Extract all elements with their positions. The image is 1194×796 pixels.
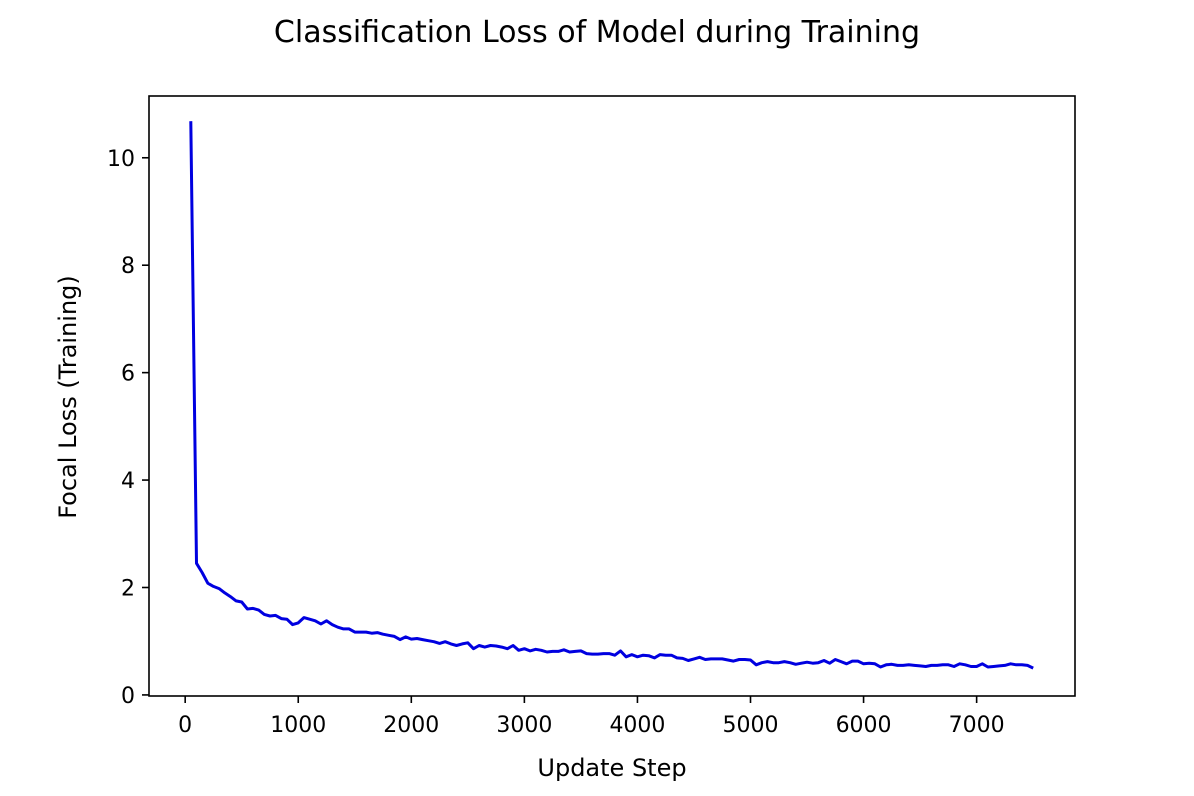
y-tick-label: 2 — [121, 576, 135, 601]
x-tick-label: 6000 — [836, 713, 892, 738]
x-tick-label: 2000 — [383, 713, 439, 738]
series-line-0 — [189, 121, 1034, 670]
x-axis: 0 1000 2000 3000 4000 5000 6000 7000 — [178, 696, 1005, 738]
y-tick-label: 0 — [121, 684, 135, 709]
x-tick-label: 0 — [178, 713, 192, 738]
chart-title: Classification Loss of Model during Trai… — [274, 15, 920, 50]
plot-area — [189, 121, 1034, 670]
x-tick-label: 3000 — [496, 713, 552, 738]
x-tick-label: 4000 — [609, 713, 665, 738]
plot-frame — [148, 95, 1076, 697]
y-axis: 0 2 4 6 8 10 — [107, 147, 149, 709]
y-tick-label: 4 — [121, 469, 135, 494]
x-axis-label: Update Step — [537, 754, 686, 782]
y-axis-label: Focal Loss (Training) — [54, 275, 82, 519]
x-tick-label: 5000 — [723, 713, 779, 738]
y-tick-label: 6 — [121, 362, 135, 387]
y-tick-label: 10 — [107, 147, 135, 172]
y-tick-label: 8 — [121, 254, 135, 279]
x-tick-label: 7000 — [949, 713, 1005, 738]
x-tick-label: 1000 — [270, 713, 326, 738]
